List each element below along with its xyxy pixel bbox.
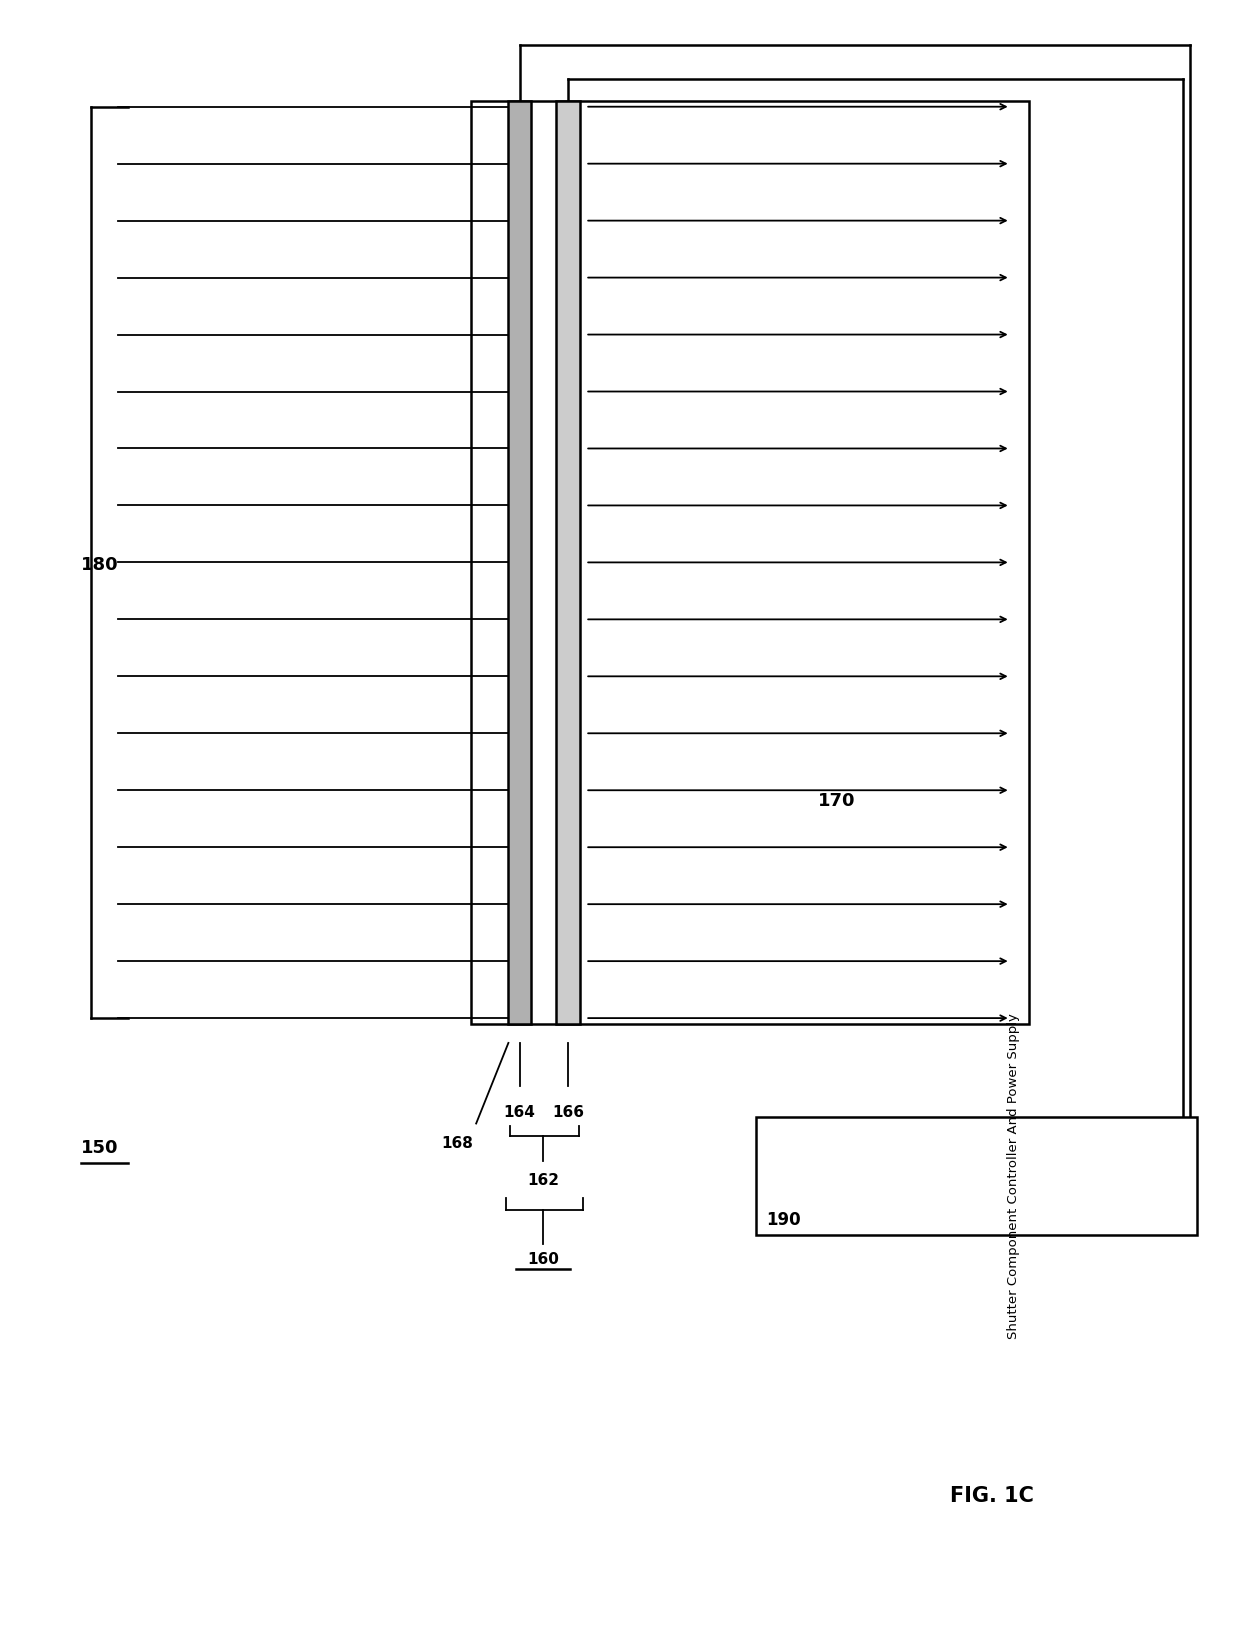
Text: Shutter Component Controller And Power Supply: Shutter Component Controller And Power S… bbox=[1007, 1014, 1021, 1339]
Text: 160: 160 bbox=[527, 1253, 559, 1267]
Bar bbox=[556, 101, 580, 1025]
Bar bbox=[471, 101, 1029, 1025]
Bar bbox=[508, 101, 531, 1025]
Bar bbox=[756, 1118, 1197, 1235]
Text: 180: 180 bbox=[81, 556, 118, 574]
Text: 150: 150 bbox=[81, 1139, 118, 1157]
Text: 164: 164 bbox=[503, 1105, 536, 1119]
Text: 166: 166 bbox=[552, 1105, 584, 1119]
Text: 170: 170 bbox=[818, 792, 856, 810]
Text: 162: 162 bbox=[527, 1173, 559, 1188]
Text: 190: 190 bbox=[766, 1210, 801, 1230]
Text: FIG. 1C: FIG. 1C bbox=[950, 1485, 1034, 1505]
Text: 168: 168 bbox=[441, 1136, 474, 1150]
